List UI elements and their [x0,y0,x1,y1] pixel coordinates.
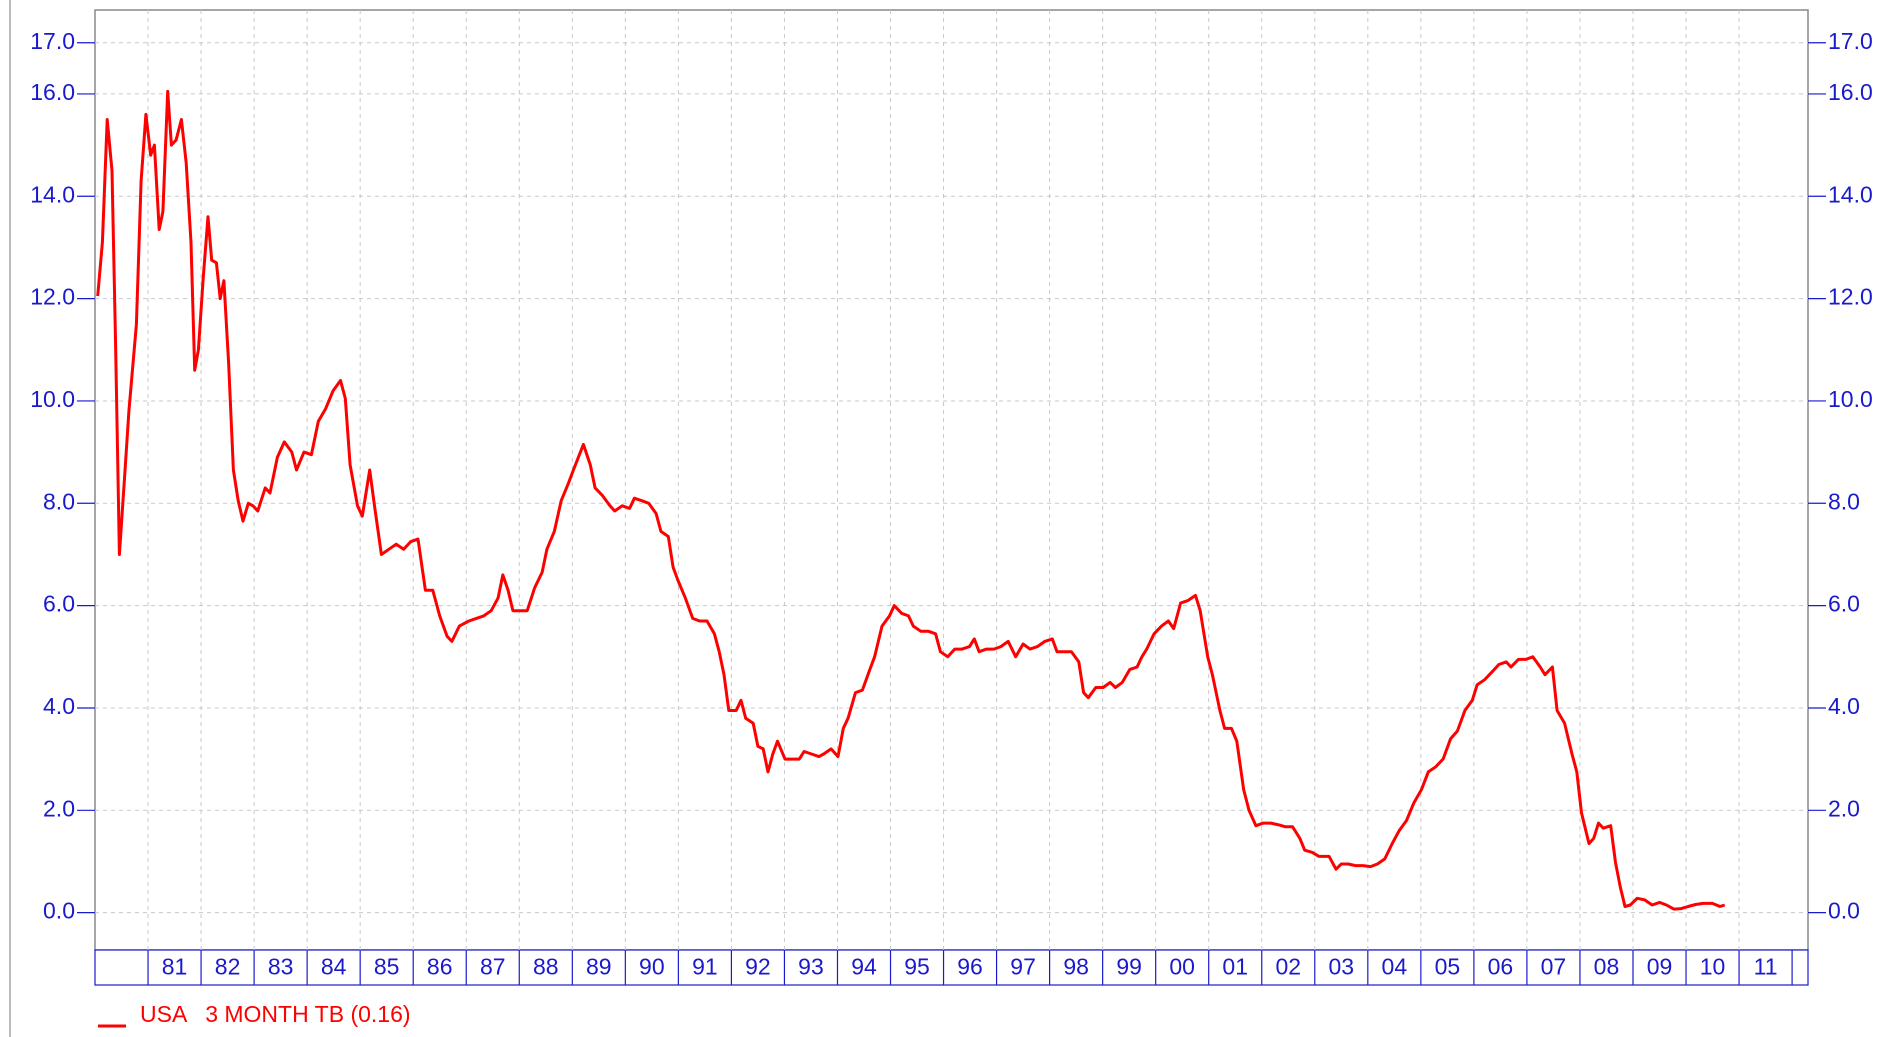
x-tick-label: 10 [1700,954,1726,980]
x-tick-label: 92 [745,954,771,980]
x-tick-label: 04 [1382,954,1408,980]
x-tick-label: 01 [1222,954,1248,980]
y-tick-label: 14.0 [30,181,75,207]
x-tick-label: 87 [480,954,506,980]
x-tick-label: 96 [957,954,983,980]
x-tick-label: 02 [1275,954,1301,980]
y2-tick-label: 12.0 [1828,284,1873,310]
y2-tick-label: 8.0 [1828,488,1860,514]
x-tick-label: 00 [1169,954,1195,980]
x-tick-label: 91 [692,954,718,980]
y2-tick-label: 4.0 [1828,693,1860,719]
x-tick-label: 82 [215,954,241,980]
x-tick-label: 85 [374,954,400,980]
x-tick-label: 05 [1435,954,1461,980]
x-tick-label: 08 [1594,954,1620,980]
y2-tick-label: 2.0 [1828,795,1860,821]
y2-tick-label: 10.0 [1828,386,1873,412]
x-tick-label: 94 [851,954,877,980]
x-tick-label: 06 [1488,954,1514,980]
x-tick-label: 97 [1010,954,1036,980]
x-tick-label: 86 [427,954,453,980]
x-tick-label: 83 [268,954,294,980]
x-tick-label: 89 [586,954,612,980]
y-tick-label: 2.0 [43,795,75,821]
x-tick-label: 09 [1647,954,1673,980]
y2-tick-label: 14.0 [1828,181,1873,207]
x-tick-label: 81 [162,954,188,980]
legend-label: USA 3 MONTH TB (0.16) [140,1001,411,1027]
y-tick-label: 17.0 [30,28,75,54]
y-tick-label: 16.0 [30,79,75,105]
y-tick-label: 12.0 [30,284,75,310]
y2-tick-label: 6.0 [1828,591,1860,617]
x-tick-label: 98 [1063,954,1089,980]
x-tick-label: 84 [321,954,347,980]
x-tick-label: 88 [533,954,559,980]
y-tick-label: 10.0 [30,386,75,412]
y-tick-label: 4.0 [43,693,75,719]
plot-area [94,9,1809,951]
series-line [96,89,1726,911]
x-tick-label: 11 [1754,954,1778,980]
x-tick-label: 90 [639,954,665,980]
x-tick-label: 93 [798,954,824,980]
y2-tick-label: 0.0 [1828,898,1860,924]
y-tick-label: 0.0 [43,898,75,924]
x-tick-label: 99 [1116,954,1142,980]
y2-tick-label: 17.0 [1828,28,1873,54]
y2-tick-label: 16.0 [1828,79,1873,105]
x-tick-label: 07 [1541,954,1567,980]
x-tick-label: 03 [1329,954,1355,980]
y-tick-label: 6.0 [43,591,75,617]
year-strip [94,949,1809,986]
y-tick-label: 8.0 [43,488,75,514]
x-tick-label: 95 [904,954,930,980]
